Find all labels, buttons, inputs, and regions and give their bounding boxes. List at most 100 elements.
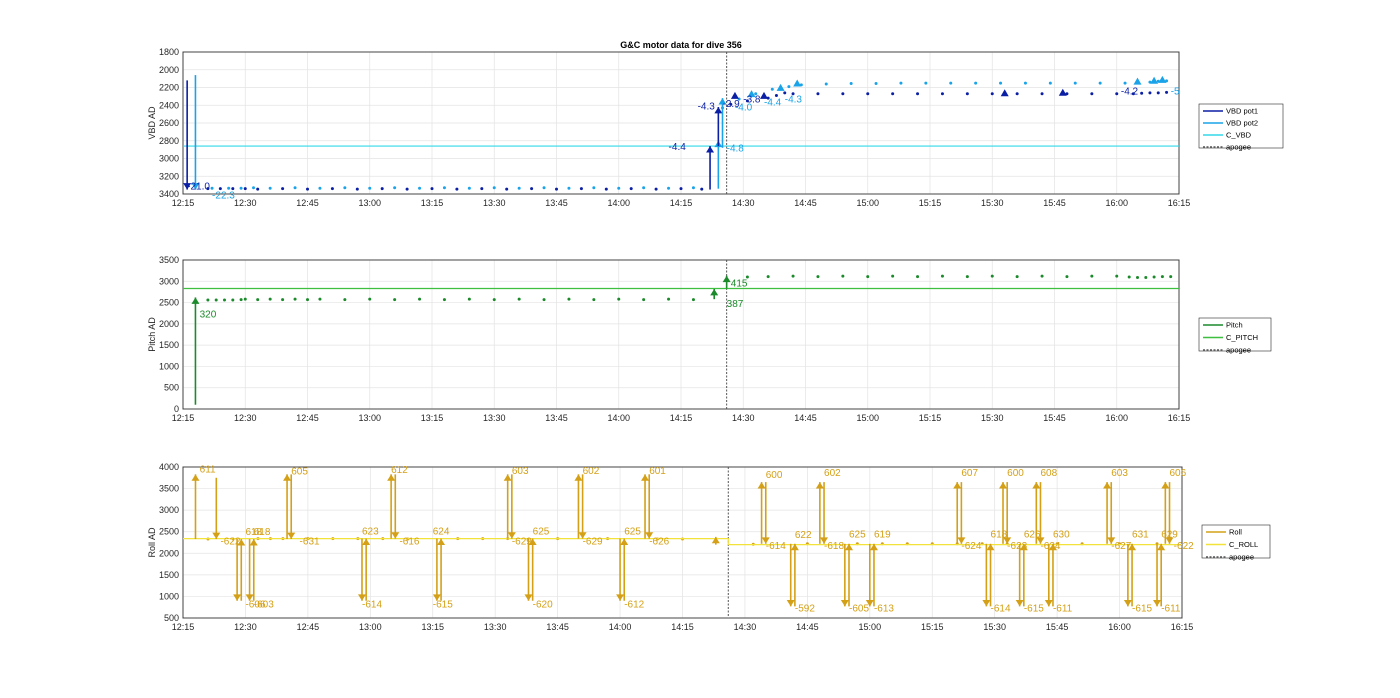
panel1-x-tick-label: 16:15 (1168, 198, 1191, 208)
panel3-x-tick-label: 12:15 (172, 622, 195, 632)
panel3-arrow-head (1036, 537, 1045, 544)
panel2-point-pitch (1136, 275, 1139, 279)
panel3-data-label: 624 (433, 526, 450, 537)
panel2-point-pitch (1152, 275, 1156, 279)
panel3-data-label: -615 (1024, 604, 1044, 615)
panel1-y-axis-label: VBD AD (147, 106, 157, 140)
panel3-y-axis-label: Roll AD (147, 527, 157, 558)
panel3-data-label: 625 (849, 529, 866, 540)
panel1-triangle-marker (730, 91, 739, 99)
panel3-y-tick-label: 4000 (159, 462, 179, 472)
panel1-point-vbd-pot1 (916, 92, 920, 96)
panel3-arrow-head (233, 594, 242, 601)
panel3-arrow-head (357, 594, 366, 601)
panel2-point-pitch (214, 298, 218, 302)
panel1-point-vbd-pot2 (343, 186, 347, 190)
panel3-data-label: 600 (1007, 468, 1024, 479)
panel1-arrow-head (706, 146, 715, 153)
panel3-data-label: 602 (824, 468, 841, 479)
panel2-point-pitch (1127, 275, 1131, 279)
panel1-point-vbd-pot2 (1023, 81, 1027, 85)
panel2-point-pitch (1115, 274, 1119, 278)
panel1-point-vbd-pot1 (1115, 92, 1119, 96)
panel1-point-vbd-pot2 (393, 186, 397, 190)
panel1-point-vbd-pot2 (368, 186, 372, 190)
panel2-x-tick-label: 15:15 (919, 413, 942, 423)
panel3-data-label: -629 (583, 537, 603, 548)
panel1-triangle-marker (776, 83, 785, 91)
panel3-data-label: 605 (291, 466, 308, 477)
panel2-point-pitch (492, 298, 496, 302)
panel3-legend-entry: Roll (1229, 528, 1242, 537)
panel2-x-tick-label: 12:15 (172, 413, 195, 423)
panel1-x-tick-label: 14:30 (732, 198, 755, 208)
panel2-arrow-head (191, 297, 200, 304)
panel3-arrow-head (620, 538, 629, 546)
panel1-triangle-marker (1133, 77, 1142, 85)
panel3-arrow-head (815, 482, 824, 489)
panel3-y-tick-label: 3000 (159, 505, 179, 515)
panel3-arrow-head (283, 474, 292, 481)
panel2-point-pitch (791, 274, 795, 278)
panel3-data-label: -620 (533, 600, 553, 611)
panel1-data-label: -3.8 (743, 95, 761, 106)
panel1-y-tick-label: 2800 (159, 136, 179, 146)
chart-title: G&C motor data for dive 356 (620, 40, 742, 50)
panel1-point-vbd-pot1 (745, 99, 749, 103)
panel3-legend-entry: C_ROLL (1229, 540, 1258, 549)
panel2-point-pitch (667, 297, 671, 301)
panel3-arrow-head (711, 536, 720, 544)
panel3-data-label: -615 (1132, 604, 1152, 615)
panel1-point-vbd-pot1 (1040, 92, 1044, 96)
panel1-point-vbd-pot1 (783, 91, 787, 95)
panel2-point-pitch (1090, 274, 1094, 278)
panel2-arrow-head (710, 288, 719, 296)
panel3-x-tick-label: 16:00 (1108, 622, 1131, 632)
panel3-data-label: -612 (624, 600, 644, 611)
panel3-data-label: -624 (961, 541, 981, 552)
panel1-point-vbd-pot1 (281, 187, 285, 191)
panel3-data-label: 622 (795, 530, 812, 541)
panel1-point-vbd-pot2 (442, 186, 446, 190)
panel3-arrow-head (645, 532, 654, 539)
panel3-x-tick-label: 13:15 (421, 622, 444, 632)
panel3-arrow-head (1153, 599, 1162, 607)
panel3-arrow-head (237, 539, 246, 546)
panel1-point-vbd-pot2 (1048, 81, 1052, 85)
panel2-point-pitch (990, 274, 994, 278)
panel1-point-vbd-pot1 (866, 92, 870, 96)
panel3-data-label: 601 (649, 466, 666, 477)
panel3-data-label: 602 (583, 466, 600, 477)
panel1-point-vbd-pot1 (405, 187, 409, 191)
panel3-arrow-head (1128, 543, 1137, 551)
panel3-arrow-head (212, 532, 221, 540)
panel3-arrow-head (1123, 599, 1132, 607)
panel3-data-label: -605 (849, 604, 869, 615)
panel2-point-pitch (206, 298, 210, 302)
panel1-point-vbd-pot2 (770, 87, 774, 91)
panel3-data-label: -626 (649, 537, 669, 548)
panel3-data-label: -613 (874, 604, 894, 615)
panel2-x-tick-label: 14:15 (670, 413, 693, 423)
panel3-data-label: 625 (533, 526, 550, 537)
panel3-x-tick-label: 14:30 (734, 622, 757, 632)
panel1-x-tick-label: 15:45 (1043, 198, 1066, 208)
panel1-point-vbd-pot1 (231, 187, 235, 191)
panel1-y-tick-label: 2200 (159, 83, 179, 93)
panel3-data-label: 603 (512, 466, 529, 477)
panel2-legend-box (1198, 317, 1272, 352)
panel2-point-pitch (268, 297, 272, 301)
panel1-point-vbd-pot2 (239, 186, 243, 190)
panel3-arrow-head (869, 543, 878, 551)
panel1-arrow-head (191, 183, 200, 190)
panel1-point-vbd-pot2 (1073, 81, 1077, 85)
panel3-data-label: 607 (961, 468, 978, 479)
panel2-point-pitch (393, 298, 397, 302)
panel1-point-vbd-pot2 (824, 82, 828, 86)
panel1-x-tick-label: 14:00 (607, 198, 630, 208)
panel2-point-pitch (343, 298, 347, 302)
panel3-arrow-head (287, 532, 296, 540)
panel3-x-tick-label: 15:45 (1046, 622, 1069, 632)
panel1-point-vbd-pot1 (990, 92, 994, 96)
panel3-data-label: -615 (433, 600, 453, 611)
